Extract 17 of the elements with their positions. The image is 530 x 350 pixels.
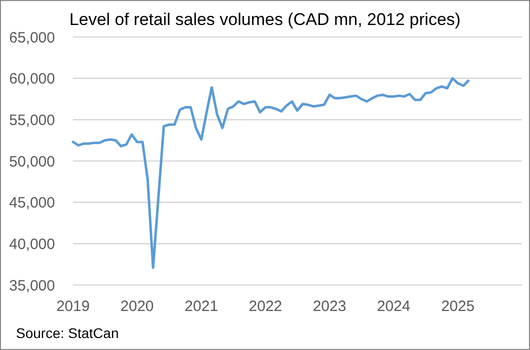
x-tick-label: 2023 (312, 298, 346, 315)
x-tick-label: 2020 (120, 298, 154, 315)
y-tick-label: 35,000 (9, 277, 55, 294)
y-tick-label: 60,000 (9, 70, 55, 88)
x-tick-label: 2021 (184, 298, 218, 315)
source-note: Source: StatCan (16, 325, 119, 341)
x-tick-label: 2025 (441, 298, 475, 315)
y-tick-label: 40,000 (9, 236, 55, 253)
line-series (72, 77, 470, 269)
x-tick-label: 2019 (56, 298, 90, 315)
y-tick-label: 65,000 (9, 29, 55, 46)
y-tick-label: 50,000 (9, 153, 55, 170)
x-tick-label: 2022 (248, 298, 282, 315)
y-tick-label: 45,000 (9, 194, 55, 212)
y-tick-label: 55,000 (9, 112, 55, 129)
chart-title: Level of retail sales volumes (CAD mn, 2012 prices) (69, 10, 461, 29)
x-tick-label: 2024 (376, 298, 410, 315)
